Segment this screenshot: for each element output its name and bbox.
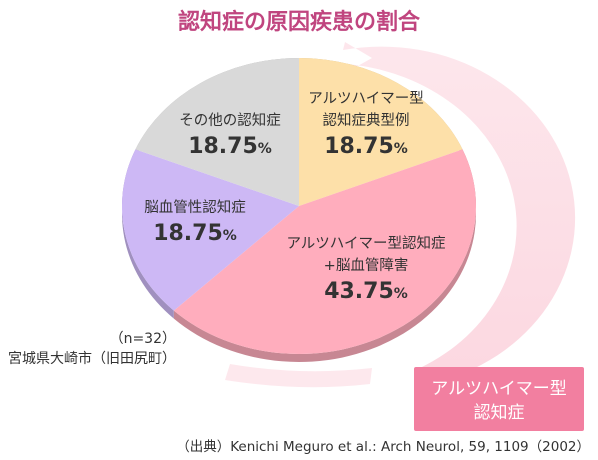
region-note: 宮城県大崎市（旧田尻町） — [8, 350, 176, 367]
pie-slice-1 — [173, 149, 477, 354]
source-citation: （出典）Kenichi Meguro et al.: Arch Neurol, … — [176, 439, 590, 455]
slice-label-0-line-1: 認知症典型例 — [323, 112, 410, 129]
slice-value-2: 18.75% — [153, 221, 237, 246]
callout-line-2: 認知症 — [474, 403, 525, 423]
slice-depth-2 — [121, 149, 174, 319]
arc-arrow-tail — [225, 364, 372, 388]
pie-slices — [122, 58, 477, 354]
callout-box — [414, 367, 584, 431]
slice-label-3-line-0: その他の認知症 — [179, 112, 281, 129]
pie-slice-2 — [122, 149, 299, 311]
slice-label-1-line-1: +脳血管障害 — [324, 256, 409, 274]
callout-line-1: アルツハイマー型 — [431, 379, 567, 399]
slice-label-2-line-0: 脳血管性認知症 — [144, 199, 246, 216]
slice-value-1: 43.75% — [324, 279, 408, 304]
pie-slice-3 — [135, 58, 299, 206]
sample-size-note: （n=32） — [110, 331, 176, 347]
pie-slice-0 — [299, 58, 463, 206]
slice-label-0-line-0: アルツハイマー型 — [308, 90, 424, 107]
slice-label-1-line-0: アルツハイマー型認知症 — [286, 235, 445, 252]
slice-value-3: 18.75% — [188, 134, 272, 159]
arc-arrow-icon — [343, 42, 576, 386]
slice-value-0: 18.75% — [324, 134, 408, 159]
chart-title: 認知症の原因疾患の割合 — [178, 9, 421, 35]
